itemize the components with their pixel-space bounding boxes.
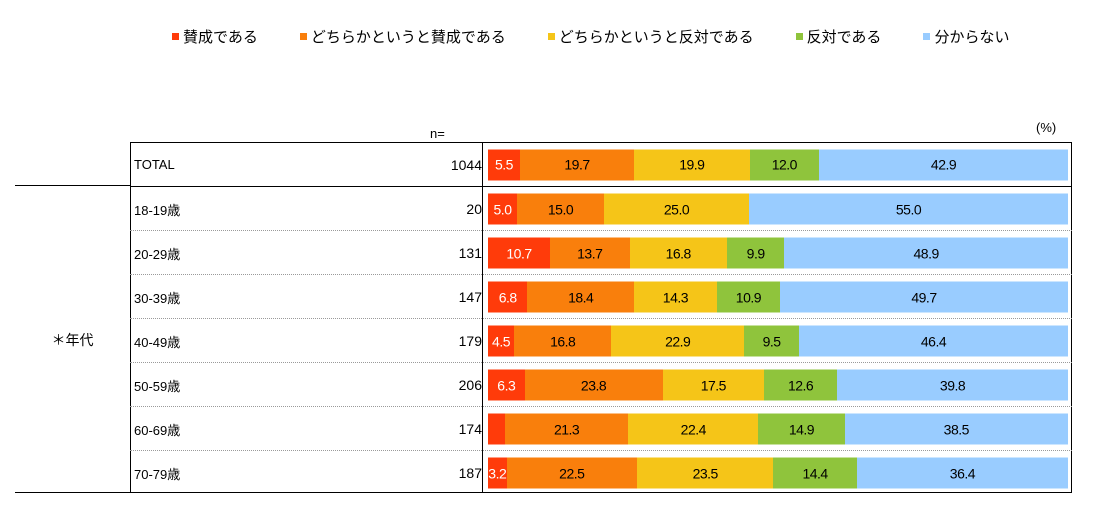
bar-segment-5: 55.0 xyxy=(749,193,1068,225)
legend-swatch xyxy=(547,33,555,40)
row-age-70-79歳: 70-79歳 187 3.2 22.5 23.5 14.4 36.4 xyxy=(130,450,1072,495)
bar-segment-1: 10.7 xyxy=(488,237,551,269)
bar-segment-3: 17.5 xyxy=(662,369,765,401)
bar-segment-1: 5.5 xyxy=(488,149,520,180)
bar-segment-1: 3.2 xyxy=(488,457,507,489)
bar-segment-2: 18.4 xyxy=(527,281,634,313)
row-n-value: 187 xyxy=(458,465,482,481)
chart-legend: 賛成である どちらかというと賛成である どちらかというと反対である 反対である 分からな… xyxy=(172,26,1009,47)
stacked-bar: 3.2 22.5 23.5 14.4 36.4 xyxy=(488,457,1068,489)
bar-segment-5: 39.8 xyxy=(837,369,1068,401)
bar-segment-5: 49.7 xyxy=(780,281,1068,313)
bar-segment-3: 19.9 xyxy=(634,149,750,180)
row-age-60-69歳: 60-69歳 174 21.3 22.4 14.9 38.5 xyxy=(130,406,1072,451)
bar-segment-2: 23.8 xyxy=(524,369,663,401)
bar-segment-4: 12.6 xyxy=(764,369,838,401)
row-label: 20-29歳 xyxy=(134,246,181,262)
legend-label: どちらかというと反対である xyxy=(558,29,754,46)
bar-segment-2: 15.0 xyxy=(517,193,604,225)
n-header: n= xyxy=(430,126,445,141)
stacked-bar: 5.0 15.0 25.0 55.0 xyxy=(488,193,1068,225)
row-label: 18-19歳 xyxy=(134,202,181,218)
bar-segment-4: 12.0 xyxy=(749,149,820,180)
bar-segment-4: 10.9 xyxy=(716,281,780,313)
row-n-value: 174 xyxy=(458,421,482,437)
row-n-value: 131 xyxy=(458,245,482,261)
row-n-value: 1044 xyxy=(450,156,482,173)
group-label-age: ＊年代 xyxy=(51,332,94,348)
row-age-18-19歳: 18-19歳 20 5.0 15.0 25.0 55.0 xyxy=(130,186,1072,231)
row-n-value: 179 xyxy=(458,333,482,349)
bar-segment-3: 22.4 xyxy=(628,413,759,445)
bar-segment-4: 14.9 xyxy=(758,413,845,445)
bar-segment-5: 46.4 xyxy=(799,325,1068,357)
unit-label: (%) xyxy=(1036,120,1057,135)
row-age-50-59歳: 50-59歳 206 6.3 23.8 17.5 12.6 39.8 xyxy=(130,362,1072,407)
stacked-bar: 10.7 13.7 16.8 9.9 48.9 xyxy=(488,237,1068,269)
stacked-bar: 6.8 18.4 14.3 10.9 49.7 xyxy=(488,281,1068,313)
bar-segment-2: 19.7 xyxy=(519,149,635,180)
legend-item-1: 賛成である xyxy=(172,26,258,47)
stacked-bar: 4.5 16.8 22.9 9.5 46.4 xyxy=(488,325,1068,357)
bar-segment-1: 4.5 xyxy=(488,325,515,357)
bar-segment-4: 14.4 xyxy=(773,457,857,489)
stacked-bar: 5.5 19.7 19.9 12.0 42.9 xyxy=(488,149,1068,180)
bar-segment-2: 21.3 xyxy=(504,413,629,445)
bar-segment-1: 6.3 xyxy=(488,369,525,401)
row-label: 40-49歳 xyxy=(134,334,181,350)
bar-segment-4: 9.9 xyxy=(726,237,785,269)
legend-item-5: 分からない xyxy=(923,26,1009,47)
table-lines xyxy=(15,142,1072,493)
stacked-bar: 6.3 23.8 17.5 12.6 39.8 xyxy=(488,369,1068,401)
stacked-bar-chart: ＊年代 TOTAL 1044 5.5 19.7 19.9 12.0 42.9 18-19歳 20… xyxy=(15,142,1072,493)
legend-item-3: どちらかというと反対である xyxy=(547,26,754,47)
row-label: 50-59歳 xyxy=(134,378,181,394)
bar-segment-3: 22.9 xyxy=(611,325,745,357)
row-age-30-39歳: 30-39歳 147 6.8 18.4 14.3 10.9 49.7 xyxy=(130,274,1072,319)
row-n-value: 20 xyxy=(466,201,482,217)
bar-segment-5: 42.9 xyxy=(819,149,1068,180)
stacked-bar: 21.3 22.4 14.9 38.5 xyxy=(488,413,1068,445)
bar-segment-2: 22.5 xyxy=(506,457,638,489)
bar-segment-3: 14.3 xyxy=(634,281,717,313)
legend-item-2: どちらかというと賛成である xyxy=(299,26,506,47)
bar-segment-3: 16.8 xyxy=(629,237,727,269)
legend-label: 分からない xyxy=(934,29,1010,46)
row-label: TOTAL xyxy=(134,157,175,172)
legend-swatch xyxy=(923,33,931,40)
bar-segment-5: 38.5 xyxy=(844,413,1068,445)
row-label: 60-69歳 xyxy=(134,422,181,438)
bar-segment-3: 25.0 xyxy=(604,193,749,225)
legend-label: 反対である xyxy=(806,29,882,46)
legend-swatch xyxy=(299,33,307,40)
legend-swatch xyxy=(795,33,803,40)
row-n-value: 147 xyxy=(458,289,482,305)
row-age-40-49歳: 40-49歳 179 4.5 16.8 22.9 9.5 46.4 xyxy=(130,318,1072,363)
bar-segment-3: 23.5 xyxy=(637,457,774,489)
bar-segment-2: 16.8 xyxy=(514,325,612,357)
row-age-20-29歳: 20-29歳 131 10.7 13.7 16.8 9.9 48.9 xyxy=(130,230,1072,275)
legend-label: どちらかというと賛成である xyxy=(310,29,506,46)
row-label: 70-79歳 xyxy=(134,466,181,482)
bar-segment-5: 48.9 xyxy=(784,237,1068,269)
bar-segment-1 xyxy=(488,413,505,445)
bar-segment-2: 13.7 xyxy=(550,237,630,269)
row-n-value: 206 xyxy=(458,377,482,393)
row-total: TOTAL 1044 5.5 19.7 19.9 12.0 42.9 xyxy=(130,142,1072,186)
legend-swatch xyxy=(172,33,179,40)
bar-segment-1: 5.0 xyxy=(488,193,517,225)
bar-segment-1: 6.8 xyxy=(488,281,528,313)
legend-label: 賛成である xyxy=(183,29,258,46)
bar-segment-4: 9.5 xyxy=(744,325,800,357)
legend-item-4: 反対である xyxy=(795,26,882,47)
row-label: 30-39歳 xyxy=(134,290,181,306)
bar-segment-5: 36.4 xyxy=(856,457,1068,489)
